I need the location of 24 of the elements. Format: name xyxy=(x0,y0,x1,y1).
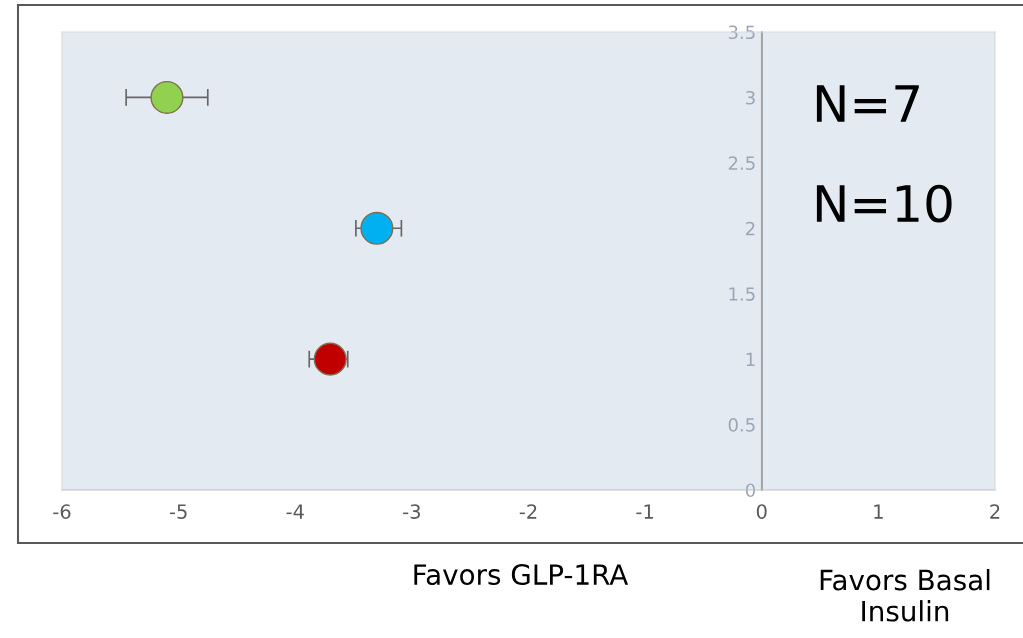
annotation: N=10 xyxy=(816,184,952,223)
y-tick-label: 0.5 xyxy=(728,418,755,432)
x-tick-label: -4 xyxy=(286,504,304,519)
x-tick-label: -2 xyxy=(519,504,537,519)
text: Favors GLP-1RA xyxy=(414,564,629,586)
x-tick-label: -6 xyxy=(53,504,71,519)
y-tick-label: 0 xyxy=(745,483,755,498)
x-tick-label: -5 xyxy=(169,504,187,519)
y-tick-label: 2 xyxy=(746,221,755,236)
y-tick-label: 1.5 xyxy=(729,287,755,301)
point xyxy=(313,342,347,376)
x-tick-label: -3 xyxy=(403,504,421,519)
y-tick-label: 1 xyxy=(746,352,755,366)
x-tick-label: 1 xyxy=(874,504,883,519)
y-tick-label: 2.5 xyxy=(728,156,755,170)
x-tick-label: 2 xyxy=(990,504,1000,519)
y-tick-label: 3 xyxy=(746,90,755,105)
text: Favors Basal Insulin xyxy=(820,569,990,622)
x-tick-label: 0 xyxy=(756,504,767,519)
annotation: N=7 xyxy=(816,85,919,122)
point xyxy=(360,211,394,245)
x-tick-label: -1 xyxy=(636,504,654,519)
point xyxy=(150,80,184,114)
y-tick-label: 3.5 xyxy=(728,25,755,40)
